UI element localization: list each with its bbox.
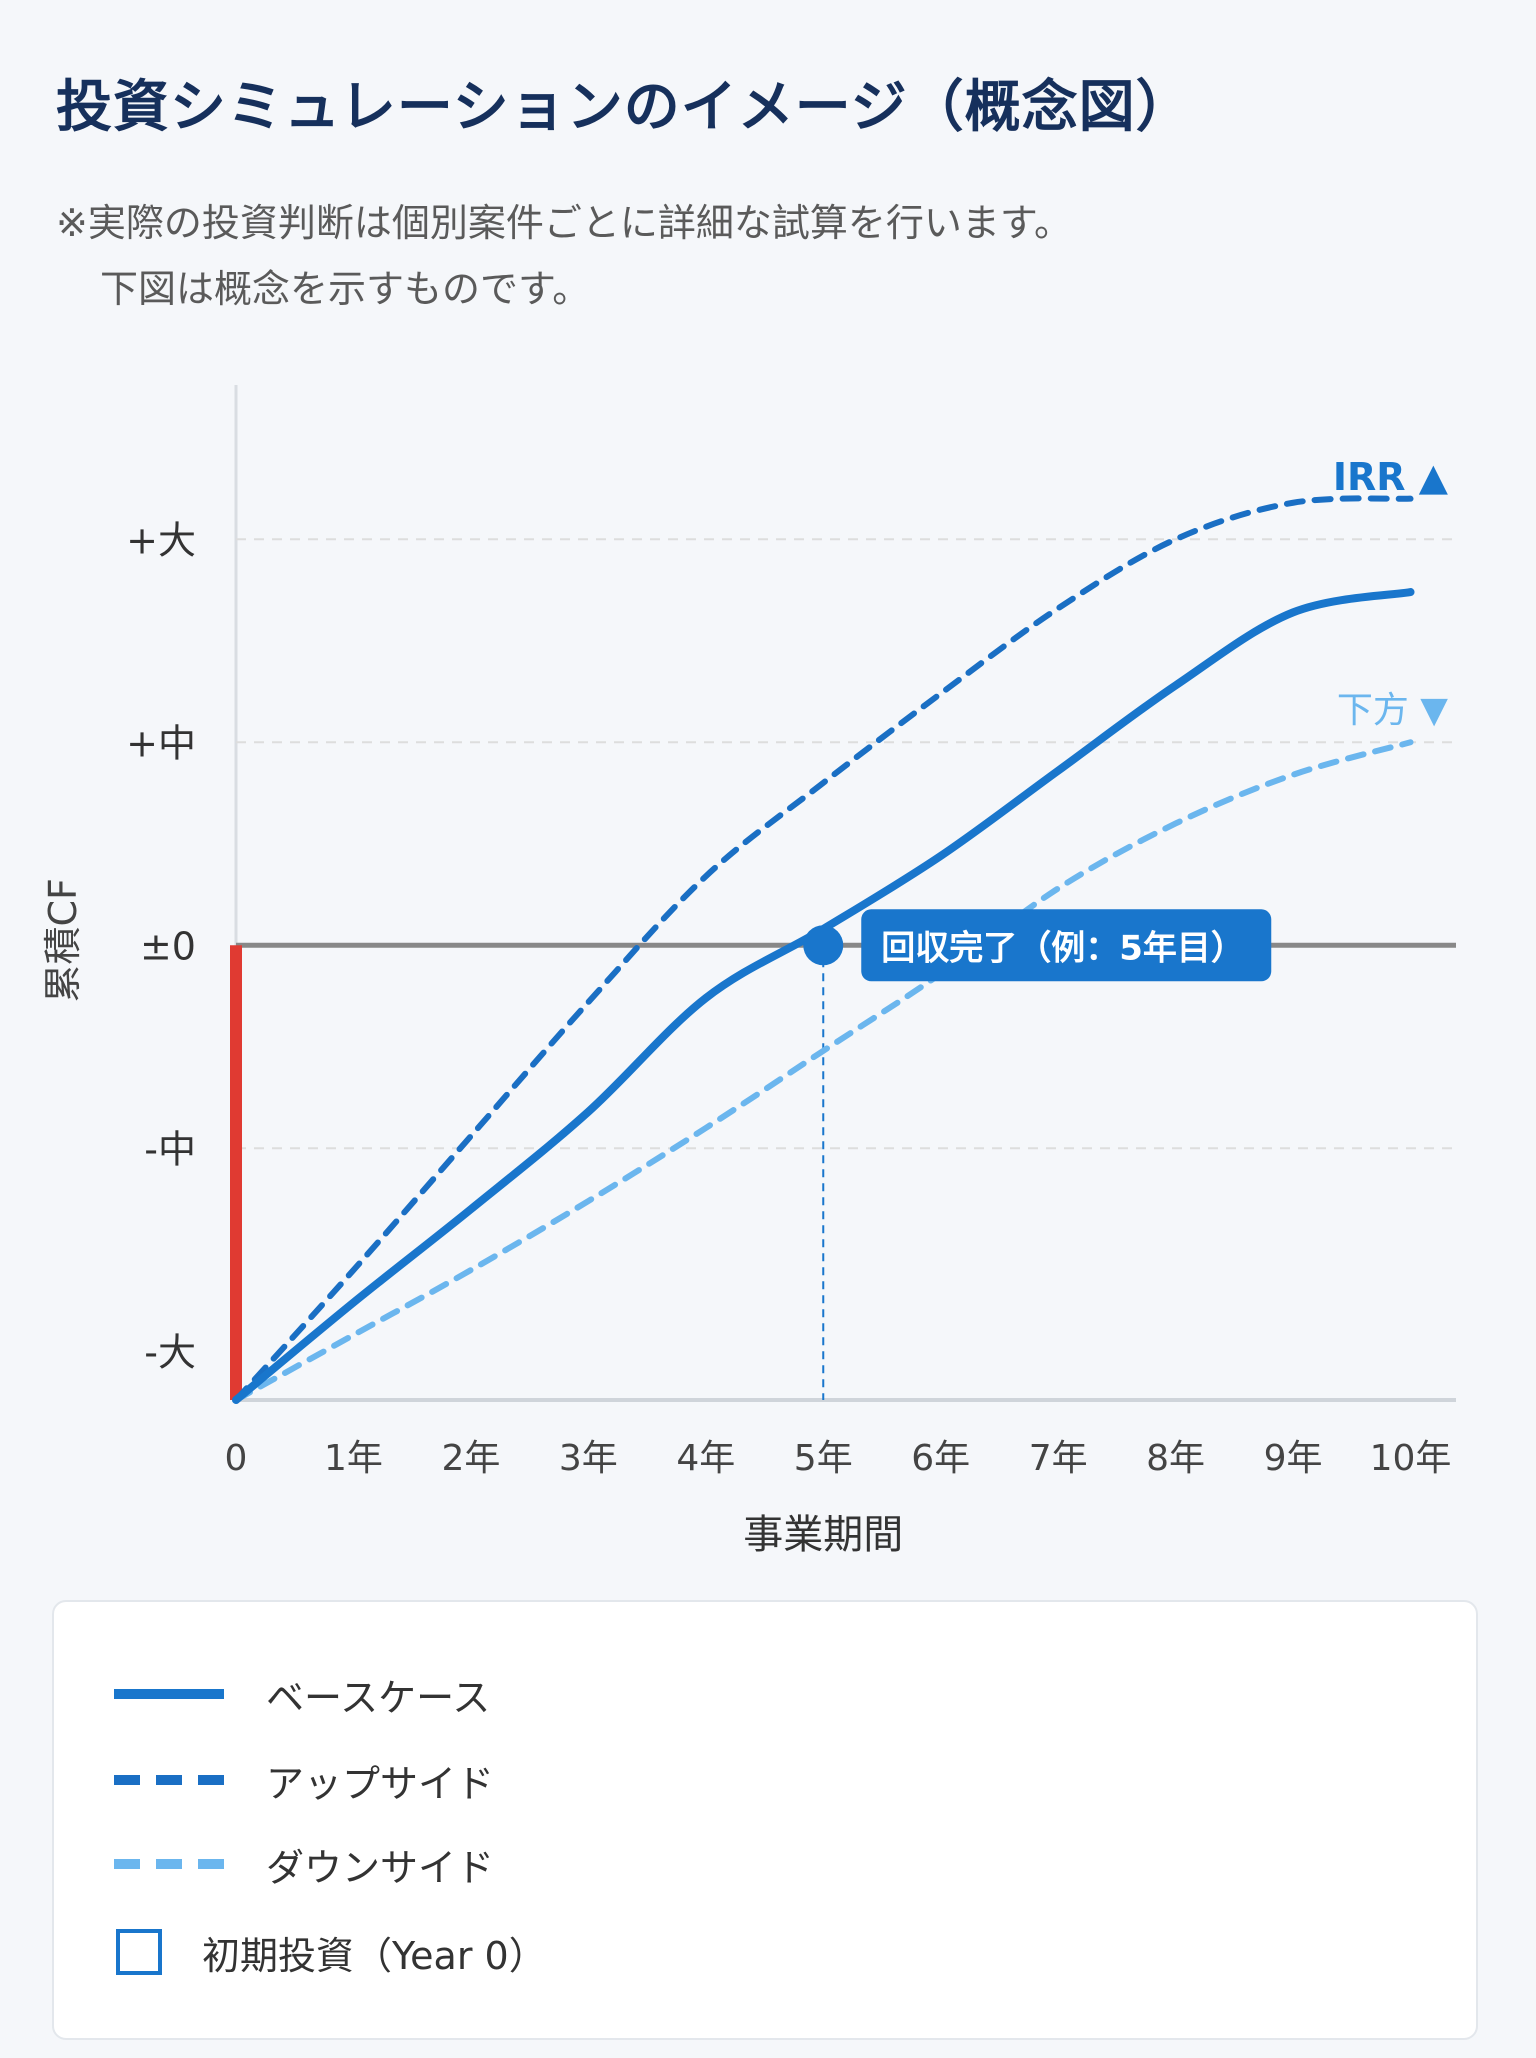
legend-item-base: ベースケース (114, 1664, 490, 1724)
payback-label: 回収完了（例：5年目） (881, 928, 1245, 968)
legend-label-upside: アップサイド (266, 1761, 495, 1806)
y-tick-label: -中 (144, 1127, 196, 1171)
y-tick-label: +中 (126, 721, 196, 765)
legend-item-upside: アップサイド (114, 1750, 494, 1810)
legend-item-downside: ダウンサイド (114, 1834, 494, 1894)
note-line-2: 下図は概念を示すものです。 (100, 267, 591, 311)
x-tick-label: 1年 (324, 1438, 383, 1479)
x-tick-label: 8年 (1146, 1438, 1205, 1479)
x-tick-label: 9年 (1264, 1438, 1323, 1479)
y-tick-label: +大 (126, 518, 196, 562)
note-line-1: ※実際の投資判断は個別案件ごとに詳細な試算を行います。 (56, 201, 1073, 245)
legend-swatch-initial (116, 1929, 162, 1975)
legend-swatch-downside (114, 1859, 224, 1869)
legend-swatch-base (114, 1689, 224, 1699)
legend: ベースケース アップサイド ダウンサイド 初期投資（Year 0） (52, 1600, 1478, 2040)
x-tick-label: 6年 (911, 1438, 970, 1479)
x-axis-title: 事業期間 (743, 1512, 903, 1558)
legend-label-base: ベースケース (266, 1675, 491, 1720)
x-tick-label: 7年 (1029, 1438, 1088, 1479)
x-tick-label: 0 (225, 1438, 248, 1479)
x-tick-label: 3年 (559, 1438, 618, 1479)
page-title: 投資シミュレーションのイメージ（概念図） (56, 75, 1193, 140)
y-tick-label: ±0 (140, 924, 196, 968)
legend-swatch-upside (114, 1775, 224, 1785)
x-tick-label: 5年 (794, 1438, 853, 1479)
downside-annotation: 下方 ▼ (1337, 690, 1448, 731)
legend-item-initial: 初期投資（Year 0） (114, 1922, 547, 1982)
legend-label-initial: 初期投資（Year 0） (202, 1933, 547, 1978)
x-tick-label: 2年 (441, 1438, 500, 1479)
y-tick-label: -大 (144, 1330, 196, 1374)
legend-label-downside: ダウンサイド (266, 1845, 495, 1890)
irr-up-annotation: IRR ▲ (1333, 455, 1449, 499)
base-case-line (232, 588, 1415, 1404)
upside-line (233, 495, 1414, 1403)
x-tick-label: 4年 (676, 1438, 735, 1479)
y-axis-title: 累積CF (41, 878, 85, 1002)
payback-point (803, 925, 844, 966)
downside-line (233, 739, 1414, 1403)
payback-label-box (861, 909, 1272, 982)
x-tick-label: 10年 (1370, 1438, 1452, 1479)
